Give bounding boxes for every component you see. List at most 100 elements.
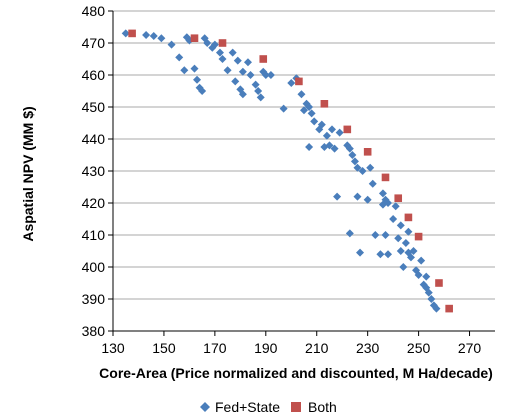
- point-series0-78: [399, 263, 408, 271]
- point-series0-25: [238, 67, 247, 76]
- point-series0-61: [358, 167, 367, 175]
- point-series0-52: [335, 128, 344, 137]
- point-series0-14: [203, 39, 212, 47]
- point-series0-79: [401, 239, 410, 247]
- point-series0-34: [279, 104, 288, 113]
- point-series0-65: [371, 231, 380, 239]
- legend: Fed+State Both: [200, 399, 337, 415]
- point-series0-24: [238, 90, 247, 99]
- x-tick-label-250: 250: [407, 340, 431, 356]
- point-series0-1: [142, 31, 151, 39]
- point-series0-86: [417, 256, 426, 265]
- point-series1-12: [435, 279, 443, 287]
- y-axis-title: Aspatial NPV (MM $): [20, 106, 36, 241]
- point-series1-2: [218, 39, 227, 47]
- legend-marker-diamond: [200, 402, 210, 412]
- y-tick-label-440: 440: [82, 131, 106, 147]
- point-series0-56: [348, 151, 357, 159]
- point-series0-19: [223, 66, 232, 75]
- x-tick-label-270: 270: [458, 340, 482, 356]
- point-series0-66: [376, 250, 385, 259]
- legend-marker-square: [291, 402, 301, 412]
- y-tick-label-420: 420: [82, 195, 106, 211]
- legend-label-both: Both: [308, 399, 337, 415]
- point-series0-43: [310, 117, 319, 126]
- point-series0-64: [368, 179, 377, 188]
- point-series0-5: [175, 53, 184, 62]
- point-series0-12: [198, 87, 207, 95]
- point-series0-22: [233, 56, 242, 65]
- point-series1-4: [295, 77, 303, 86]
- x-tick-labels: 130 150 170 190 210 230 250 270: [101, 340, 481, 356]
- point-series0-75: [394, 234, 403, 243]
- point-series0-0: [121, 29, 130, 38]
- y-tick-label-450: 450: [82, 99, 106, 115]
- point-series0-58: [353, 163, 362, 172]
- point-series0-38: [300, 106, 308, 115]
- axes: [108, 10, 495, 336]
- point-series0-33: [266, 71, 275, 79]
- point-series0-48: [325, 141, 334, 150]
- y-tick-label-390: 390: [82, 291, 106, 307]
- point-series0-74: [391, 202, 400, 211]
- x-tick-label-150: 150: [152, 340, 176, 356]
- point-series0-32: [261, 71, 270, 79]
- point-series0-85: [414, 271, 423, 279]
- y-tick-label-400: 400: [82, 259, 106, 275]
- point-series0-18: [218, 55, 227, 63]
- point-series0-55: [345, 229, 354, 238]
- point-series0-42: [307, 109, 316, 118]
- legend-item-fed-state: Fed+State: [200, 399, 280, 415]
- y-tick-label-430: 430: [82, 163, 106, 179]
- point-series1-7: [363, 148, 372, 156]
- point-series0-70: [381, 231, 390, 239]
- point-series0-62: [363, 195, 372, 204]
- point-series1-9: [394, 194, 403, 202]
- point-series0-89: [422, 272, 431, 281]
- point-series0-35: [287, 79, 296, 87]
- point-series0-91: [427, 295, 436, 303]
- point-series0-28: [251, 80, 260, 89]
- y-tick-label-460: 460: [82, 67, 106, 83]
- legend-label-fed-state: Fed+State: [215, 399, 280, 415]
- y-tick-label-470: 470: [82, 35, 106, 51]
- gridlines: [113, 10, 495, 300]
- point-series0-2: [149, 31, 158, 40]
- y-tick-label-410: 410: [82, 227, 106, 243]
- point-series1-11: [414, 232, 423, 241]
- point-series0-26: [243, 58, 252, 67]
- point-series0-82: [406, 253, 415, 262]
- point-series0-54: [345, 144, 354, 153]
- point-series0-30: [256, 93, 265, 102]
- point-series0-59: [353, 192, 362, 201]
- x-tick-label-230: 230: [356, 340, 380, 356]
- point-series0-72: [384, 250, 393, 259]
- point-series0-45: [317, 120, 326, 129]
- point-series0-57: [350, 157, 359, 166]
- point-series0-40: [305, 103, 314, 111]
- y-tick-label-380: 380: [82, 323, 106, 339]
- point-series1-8: [381, 173, 390, 182]
- point-series1-13: [445, 304, 453, 313]
- point-series0-73: [389, 215, 398, 223]
- x-axis-title: Core-Area (Price normalized and discount…: [99, 365, 493, 381]
- point-series0-90: [424, 288, 433, 297]
- point-series0-41: [305, 143, 314, 151]
- point-series0-63: [366, 163, 375, 172]
- point-series0-4: [167, 40, 176, 49]
- x-tick-label-210: 210: [305, 340, 329, 356]
- point-series0-49: [328, 125, 337, 134]
- point-series0-93: [432, 304, 441, 313]
- point-series0-47: [322, 131, 331, 140]
- point-series0-37: [297, 90, 306, 99]
- data-points: [121, 29, 453, 313]
- point-series0-76: [396, 247, 405, 255]
- point-series0-3: [157, 34, 166, 43]
- point-series0-17: [215, 48, 224, 57]
- point-series0-9: [190, 64, 199, 73]
- point-series0-80: [404, 227, 413, 236]
- point-series0-27: [246, 71, 255, 79]
- x-tick-label-190: 190: [254, 340, 278, 356]
- y-tick-label-480: 480: [82, 3, 106, 19]
